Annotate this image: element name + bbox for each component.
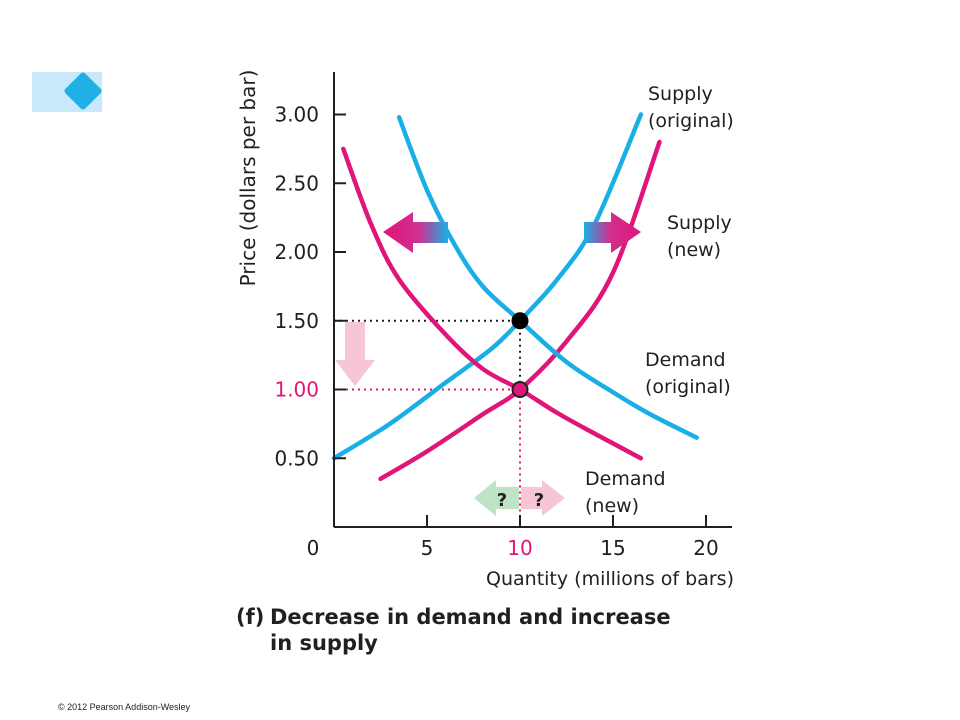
x-tick-label: 15 — [600, 536, 625, 560]
caption-panel-label: (f) — [236, 605, 265, 629]
price-down-arrow — [335, 322, 375, 386]
caption-line1: Decrease in demand and increase — [270, 605, 671, 629]
y-axis-label: Price (dollars per bar) — [236, 70, 260, 287]
x-axis-label: Quantity (millions of bars) — [486, 568, 734, 590]
supply-shift-right-arrow — [584, 212, 641, 253]
x-tick-label: 20 — [693, 536, 718, 560]
supply-new-curve — [378, 139, 662, 482]
y-tick-label: 1.00 — [274, 378, 319, 402]
caption-line2: in supply — [270, 631, 378, 655]
supply-original-curve — [331, 112, 644, 461]
supply-original-label-line2: (original) — [648, 110, 734, 132]
x-tick-label: 5 — [421, 536, 434, 560]
x-tick-label: 10 — [507, 536, 532, 560]
demand-new-curve — [341, 146, 644, 461]
quantity-decrease-question-mark: ? — [497, 490, 507, 511]
supply-new-label-line2: (new) — [667, 239, 721, 261]
demand-shift-left-arrow — [383, 212, 448, 253]
y-tick-label: 2.50 — [274, 171, 319, 195]
demand-new-label-line2: (new) — [585, 495, 639, 517]
y-tick-label: 3.00 — [274, 103, 319, 127]
demand-new-label-line1: Demand — [585, 468, 666, 490]
demand-original-label-line1: Demand — [645, 349, 726, 371]
new-equilibrium-point — [511, 381, 529, 398]
figure-caption: (f) Decrease in demand and increase in su… — [236, 604, 671, 656]
supply-new-label-line1: Supply — [667, 212, 732, 234]
quantity-increase-question-mark: ? — [534, 490, 544, 511]
demand-original-label-line2: (original) — [645, 376, 731, 398]
y-tick-label: 1.50 — [274, 309, 319, 333]
x-tick-label: 0 — [307, 536, 320, 560]
y-tick-label: 2.00 — [274, 240, 319, 264]
quantity-increase-arrow — [521, 480, 565, 516]
y-tick-label: 0.50 — [274, 446, 319, 470]
original-equilibrium-point — [511, 312, 529, 330]
copyright-notice: © 2012 Pearson Addison-Wesley — [58, 702, 191, 712]
quantity-decrease-arrow — [474, 480, 519, 516]
supply-original-label-line1: Supply — [648, 83, 713, 105]
